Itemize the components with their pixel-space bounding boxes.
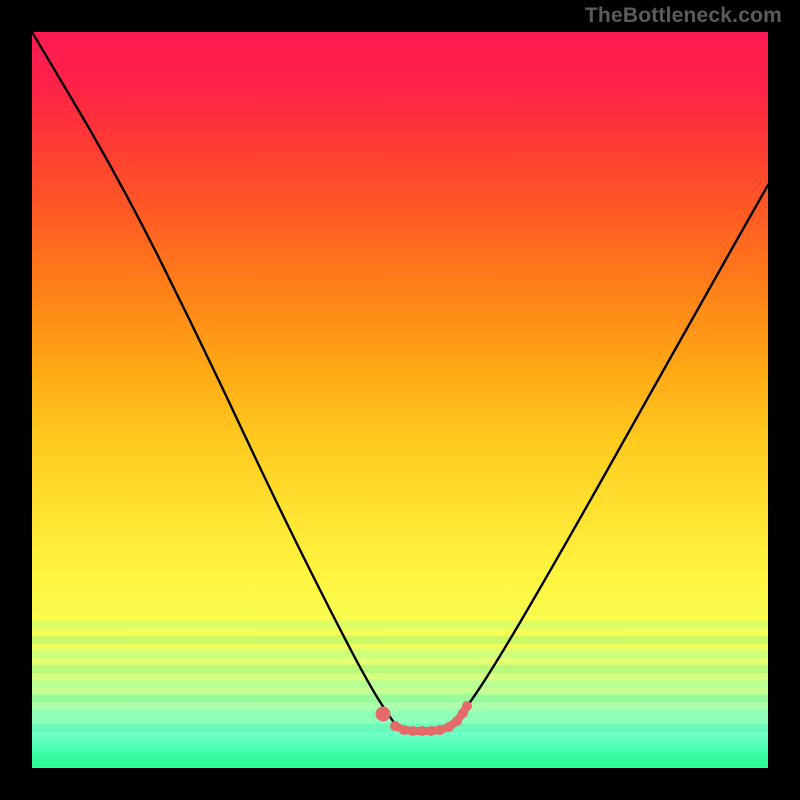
bottleneck-curve-chart (0, 0, 800, 800)
chart-container: TheBottleneck.com (0, 0, 800, 800)
watermark-text: TheBottleneck.com (585, 4, 782, 28)
page-root: TheBottleneck.com (0, 0, 800, 800)
selected-config-marker (376, 707, 391, 722)
